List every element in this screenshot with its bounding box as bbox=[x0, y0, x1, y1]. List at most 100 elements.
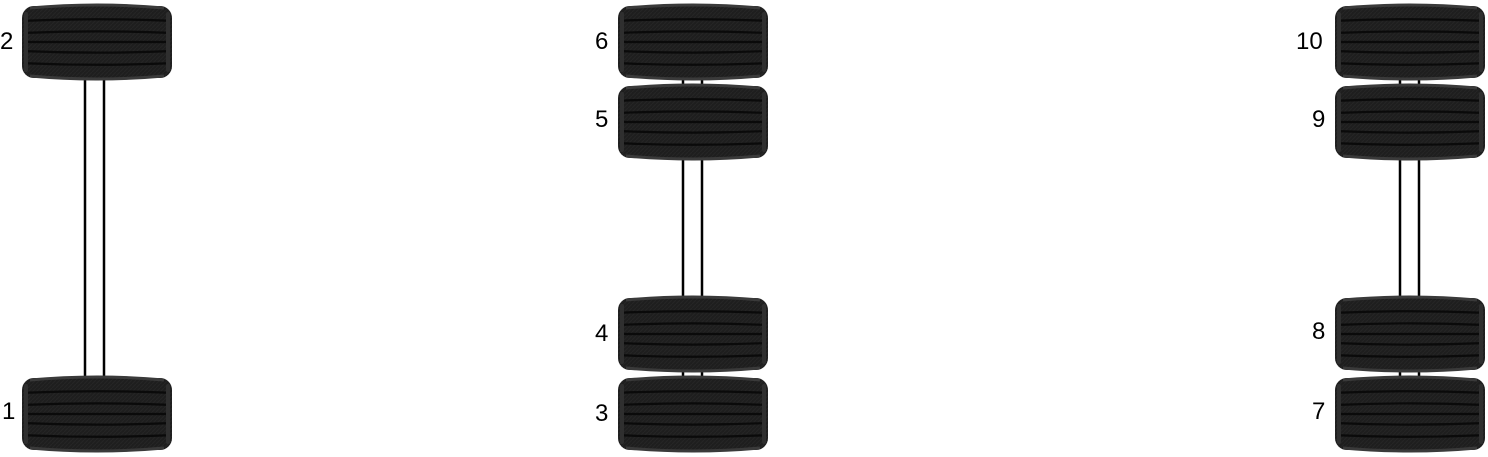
tire-shoulder-top bbox=[625, 375, 761, 382]
tire-side-left bbox=[1337, 384, 1341, 444]
tire-shoulder-bottom bbox=[1342, 366, 1478, 373]
tire-number-1: 1 bbox=[2, 398, 16, 425]
tire-side-left bbox=[1337, 92, 1341, 152]
tire-groove bbox=[24, 402, 170, 406]
axle-1-shaft bbox=[83, 80, 106, 378]
tire-shoulder-bottom bbox=[29, 446, 165, 453]
tire-groove bbox=[620, 390, 766, 394]
tire-side-left bbox=[620, 384, 624, 444]
tire-groove bbox=[620, 110, 766, 114]
tire-groove bbox=[1337, 310, 1483, 314]
tire-groove bbox=[1337, 142, 1483, 146]
tire-side-right bbox=[1479, 12, 1483, 72]
tire-side-left bbox=[620, 304, 624, 364]
tire-number-6: 6 bbox=[595, 28, 609, 55]
tire-groove bbox=[24, 422, 170, 426]
tire-groove bbox=[620, 342, 766, 346]
tire-side-left bbox=[620, 92, 624, 152]
tire-side-left bbox=[620, 12, 624, 72]
tire-shoulder-top bbox=[1342, 3, 1478, 10]
tire-side-right bbox=[762, 304, 766, 364]
tire-groove bbox=[620, 310, 766, 314]
tire-side-left bbox=[1337, 304, 1341, 364]
tires-layer bbox=[22, 3, 1485, 453]
tire-shoulder-top bbox=[625, 83, 761, 90]
tire-groove bbox=[1337, 18, 1483, 22]
tire-groove bbox=[620, 62, 766, 66]
tire-groove bbox=[1337, 30, 1483, 34]
tire-groove bbox=[620, 30, 766, 34]
tire-shoulder-bottom bbox=[625, 446, 761, 453]
tire-side-right bbox=[762, 92, 766, 152]
tire-shoulder-top bbox=[1342, 295, 1478, 302]
tire-groove bbox=[1337, 62, 1483, 66]
tire-groove bbox=[24, 50, 170, 54]
tire-icon bbox=[618, 3, 768, 81]
tire-icon bbox=[1335, 295, 1485, 373]
tire-side-right bbox=[166, 384, 170, 444]
tire-icon bbox=[618, 375, 768, 453]
tire-shoulder-top bbox=[625, 295, 761, 302]
tire-icon bbox=[1335, 375, 1485, 453]
tire-groove bbox=[620, 354, 766, 358]
tire-groove bbox=[1337, 110, 1483, 114]
tire-groove bbox=[1337, 98, 1483, 102]
tire-groove bbox=[24, 30, 170, 34]
tire-shoulder-bottom bbox=[1342, 446, 1478, 453]
tire-icon bbox=[618, 83, 768, 161]
tire-icon bbox=[1335, 83, 1485, 161]
tire-number-2: 2 bbox=[0, 28, 14, 55]
tire-groove bbox=[24, 390, 170, 394]
tire-side-right bbox=[1479, 304, 1483, 364]
tire-shoulder-bottom bbox=[625, 74, 761, 81]
tire-groove bbox=[1337, 434, 1483, 438]
tire-groove bbox=[1337, 390, 1483, 394]
tire-shoulder-bottom bbox=[29, 74, 165, 81]
tire-groove bbox=[620, 98, 766, 102]
tire-groove bbox=[620, 50, 766, 54]
tire-side-left bbox=[1337, 12, 1341, 72]
tire-groove bbox=[620, 434, 766, 438]
tire-number-4: 4 bbox=[595, 320, 609, 347]
tire-shoulder-top bbox=[625, 3, 761, 10]
tire-number-9: 9 bbox=[1312, 106, 1326, 133]
tire-icon bbox=[22, 375, 172, 453]
tire-side-right bbox=[166, 12, 170, 72]
tire-shoulder-bottom bbox=[625, 366, 761, 373]
tire-groove bbox=[24, 62, 170, 66]
tire-shoulder-bottom bbox=[625, 154, 761, 161]
tire-side-left bbox=[24, 12, 28, 72]
tire-shoulder-bottom bbox=[1342, 74, 1478, 81]
tire-groove bbox=[620, 130, 766, 134]
tire-icon bbox=[22, 3, 172, 81]
tire-shoulder-top bbox=[1342, 83, 1478, 90]
tire-groove bbox=[1337, 342, 1483, 346]
tire-shoulder-top bbox=[1342, 375, 1478, 382]
tire-number-10: 10 bbox=[1296, 28, 1323, 55]
tire-number-5: 5 bbox=[595, 106, 609, 133]
tire-groove bbox=[1337, 50, 1483, 54]
tire-side-right bbox=[1479, 92, 1483, 152]
tire-groove bbox=[620, 142, 766, 146]
tire-groove bbox=[1337, 322, 1483, 326]
tire-groove bbox=[620, 18, 766, 22]
tire-side-right bbox=[762, 12, 766, 72]
tire-icon bbox=[1335, 3, 1485, 81]
tire-side-right bbox=[762, 384, 766, 444]
tire-groove bbox=[24, 18, 170, 22]
tire-number-3: 3 bbox=[595, 400, 609, 427]
tire-side-right bbox=[1479, 384, 1483, 444]
tire-side-left bbox=[24, 384, 28, 444]
tire-icon bbox=[618, 295, 768, 373]
tire-shoulder-top bbox=[29, 375, 165, 382]
tire-number-7: 7 bbox=[1312, 398, 1326, 425]
tire-shoulder-bottom bbox=[1342, 154, 1478, 161]
tire-number-8: 8 bbox=[1312, 318, 1326, 345]
tire-shoulder-top bbox=[29, 3, 165, 10]
tire-groove bbox=[24, 434, 170, 438]
tire-groove bbox=[620, 322, 766, 326]
tire-groove bbox=[1337, 402, 1483, 406]
tire-groove bbox=[620, 402, 766, 406]
